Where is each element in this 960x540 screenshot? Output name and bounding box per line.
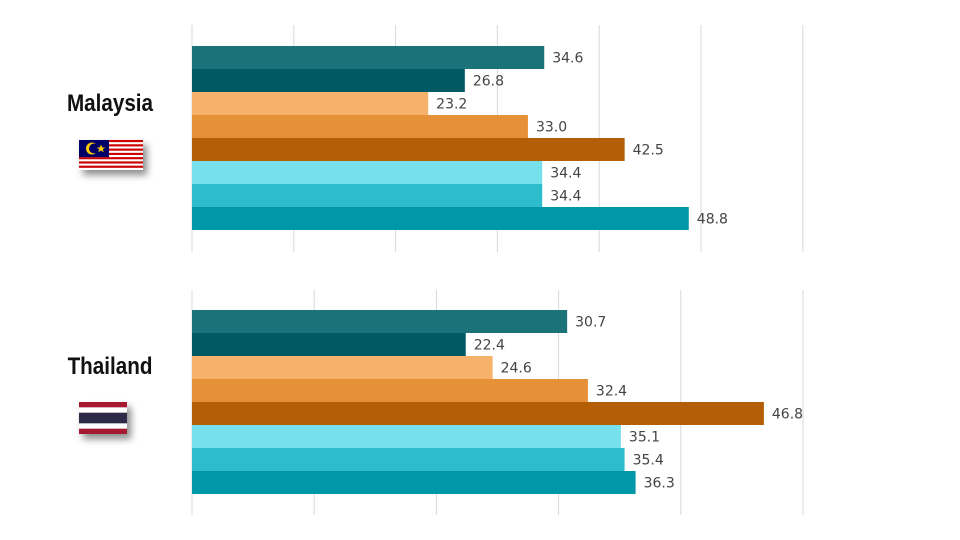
bar xyxy=(192,425,621,448)
bar xyxy=(192,115,528,138)
bar xyxy=(192,379,588,402)
bar xyxy=(192,207,689,230)
bar xyxy=(192,402,764,425)
bar xyxy=(192,333,466,356)
data-label: 23.2 xyxy=(436,97,467,113)
malaysia-flag-icon xyxy=(79,140,143,170)
data-label: 30.7 xyxy=(575,315,606,331)
panel-title-thailand: Thailand xyxy=(67,353,153,380)
data-label: 48.8 xyxy=(697,212,728,228)
data-label: 34.4 xyxy=(550,189,581,205)
panel-title-malaysia: Malaysia xyxy=(66,90,154,117)
bar xyxy=(192,448,625,471)
bar xyxy=(192,69,465,92)
data-label: 24.6 xyxy=(501,361,532,377)
thailand-flag-icon xyxy=(79,402,127,434)
bar xyxy=(192,138,625,161)
data-label: 34.6 xyxy=(552,51,583,67)
data-label: 35.1 xyxy=(629,430,660,446)
data-label: 34.4 xyxy=(550,166,581,182)
data-label: 36.3 xyxy=(644,476,675,492)
data-label: 46.8 xyxy=(772,407,803,423)
data-label: 22.4 xyxy=(474,338,505,354)
data-label: 35.4 xyxy=(633,453,664,469)
data-label: 26.8 xyxy=(473,74,504,90)
chart-panel-malaysia: 34.6 26.8 23.2 33.0 42.5 34.4 34.4 48.8 xyxy=(191,25,804,252)
bar xyxy=(192,92,429,115)
bar xyxy=(192,310,568,333)
bar xyxy=(192,356,493,379)
bar xyxy=(192,161,543,184)
data-label: 42.5 xyxy=(633,143,664,159)
bar xyxy=(192,184,543,207)
chart-panel-thailand: 30.7 22.4 24.6 32.4 46.8 35.1 35.4 36.3 xyxy=(191,290,804,515)
bar xyxy=(192,46,545,69)
bar xyxy=(192,471,636,494)
data-label: 33.0 xyxy=(536,120,567,136)
data-label: 32.4 xyxy=(596,384,627,400)
